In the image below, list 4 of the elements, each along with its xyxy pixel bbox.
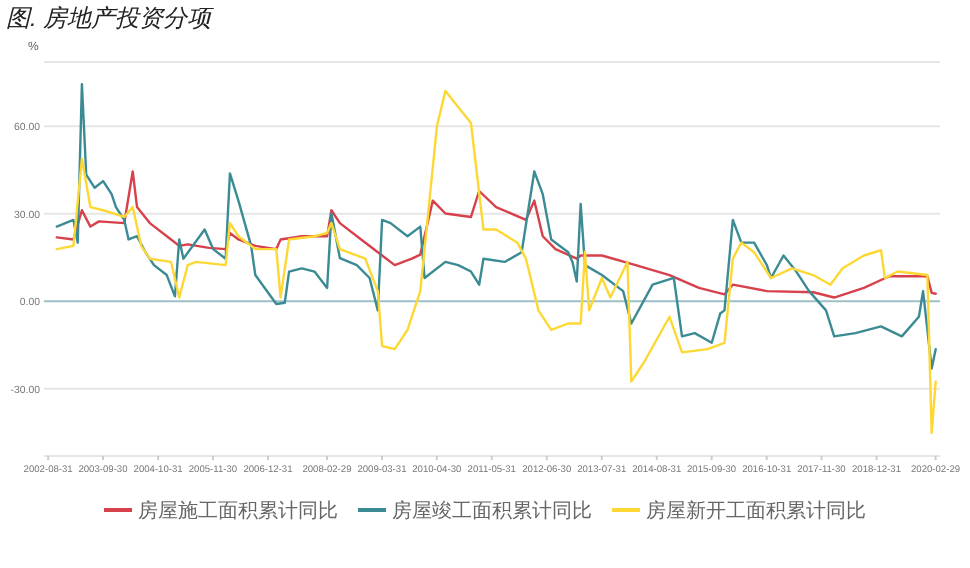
legend-label: 房屋新开工面积累计同比 [646,499,866,523]
legend-label: 房屋竣工面积累计同比 [392,499,592,523]
chart-title: 图. 房地产投资分项 [6,4,216,32]
legend-label: 房屋施工面积累计同比 [138,499,338,523]
